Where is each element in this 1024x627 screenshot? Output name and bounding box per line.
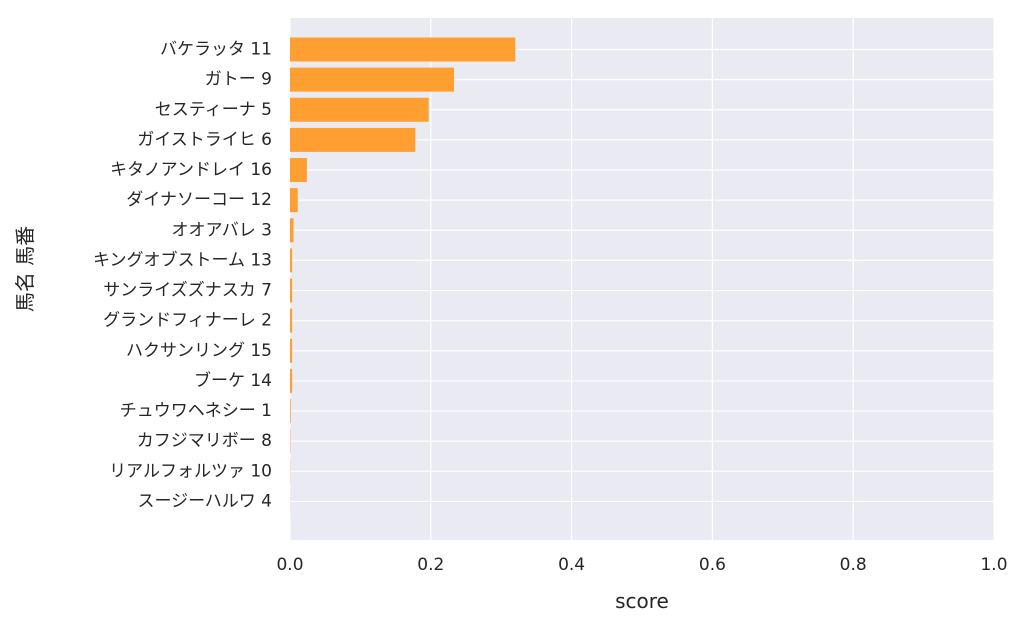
x-tick-label: 0.0 — [276, 555, 303, 575]
bar — [290, 97, 429, 122]
y-tick-label: ガイストライヒ 6 — [137, 130, 272, 150]
x-tick-label: 1.0 — [980, 555, 1007, 575]
y-tick-labels: バケラッタ 11 ガトー 9 セスティーナ 5 ガイストライヒ 6 キタノアンドレイ 1… — [93, 40, 272, 512]
y-tick-label: バケラッタ 11 — [160, 40, 272, 60]
bar — [290, 188, 298, 213]
bar — [290, 368, 293, 393]
bar — [290, 158, 307, 183]
y-tick-label: スージーハルワ 4 — [137, 491, 272, 511]
bar — [290, 67, 455, 92]
y-tick-label: ブーケ 14 — [194, 370, 272, 391]
bar — [290, 338, 293, 363]
bar — [290, 248, 293, 273]
y-tick-label: サンライズズナスカ 7 — [103, 281, 272, 301]
y-tick-label: ハクサンリング 15 — [126, 341, 272, 361]
y-tick-label: キングオブストーム 13 — [93, 249, 272, 270]
y-tick-label: セスティーナ 5 — [155, 100, 272, 120]
bars — [290, 37, 516, 514]
x-tick-label: 0.8 — [840, 555, 867, 575]
plot-background — [290, 18, 994, 540]
x-tick-label: 0.4 — [558, 555, 585, 575]
y-tick-label: カフジマリボー 8 — [137, 431, 272, 451]
y-tick-label: チュウワヘネシー 1 — [120, 401, 272, 421]
bar — [290, 218, 294, 243]
y-tick-label: グランドフィナーレ 2 — [103, 311, 272, 331]
y-tick-label: キタノアンドレイ 16 — [110, 160, 272, 180]
bar — [290, 278, 293, 303]
grid-lines — [289, 18, 995, 540]
y-tick-label: ガトー 9 — [205, 70, 272, 90]
y-tick-label: リアルフォルツァ 10 — [109, 461, 272, 481]
bar — [290, 127, 416, 152]
x-tick-label: 0.6 — [699, 555, 726, 575]
bar — [290, 308, 293, 333]
y-tick-label: ダイナソーコー 12 — [126, 190, 272, 210]
x-axis-label: score — [615, 589, 669, 613]
y-tick-label: オオアバレ 3 — [171, 220, 272, 240]
x-tick-labels: 0.0 0.2 0.4 0.6 0.8 1.0 — [276, 555, 1007, 575]
y-axis-label: 馬名 馬番 — [13, 226, 37, 312]
x-tick-label: 0.2 — [417, 555, 444, 575]
bar — [290, 37, 516, 62]
bar — [290, 399, 291, 424]
